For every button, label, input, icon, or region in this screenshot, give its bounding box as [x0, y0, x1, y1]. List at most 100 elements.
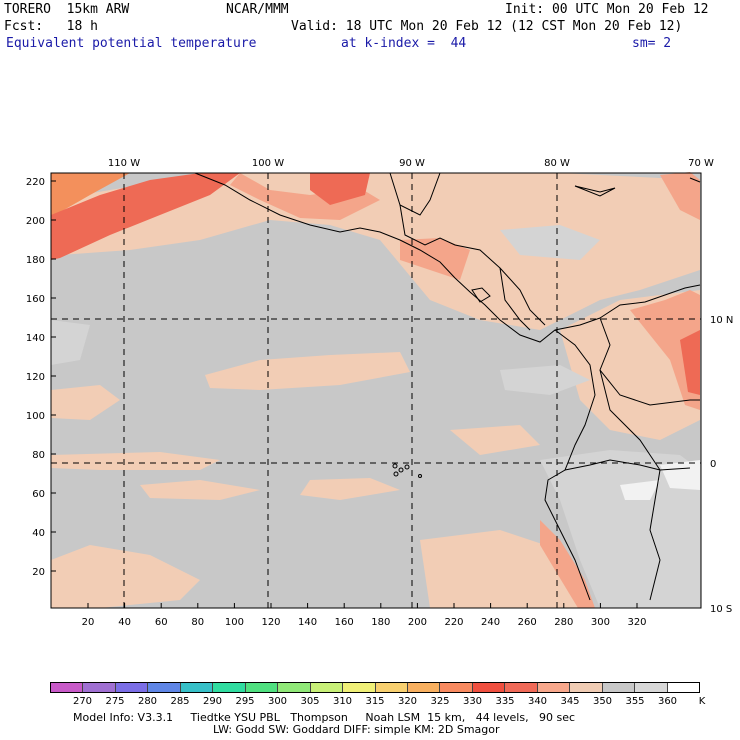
bottom-tick-label: 40 — [118, 617, 131, 628]
colorbar-swatch — [115, 683, 149, 692]
bottom-tick-label: 100 — [225, 617, 244, 628]
cool-patch — [540, 450, 700, 608]
colorbar-label: 315 — [365, 696, 385, 707]
top-lon-label: 110 W — [108, 158, 140, 169]
warm-patch — [140, 480, 260, 500]
coastline-caribbean-south — [499, 267, 546, 326]
graticule — [51, 173, 701, 608]
border-central-america — [399, 204, 531, 331]
colorbar-swatch — [407, 683, 441, 692]
colorbar-label: 270 — [72, 696, 93, 707]
bottom-tick-label: 240 — [481, 617, 500, 628]
colorbar-swatch — [245, 683, 279, 692]
colorbar-label: 360 — [657, 696, 678, 707]
lake-nicaragua — [471, 287, 491, 303]
top-lon-label: 90 W — [399, 158, 425, 169]
galapagos-island — [418, 474, 422, 478]
left-axis: 220 200 180 160 140 120 100 80 60 40 20 — [26, 177, 56, 578]
bottom-tick-label: 280 — [554, 617, 573, 628]
model-info-line2: LW: Godd SW: Goddard DIFF: simple KM: 2D… — [213, 723, 500, 736]
top-lon-label: 100 W — [252, 158, 284, 169]
warm-patch — [51, 545, 200, 608]
bottom-tick-label: 80 — [191, 617, 204, 628]
coastline-caribbean-island — [689, 177, 701, 183]
hot-patch — [310, 173, 370, 205]
colorbar-swatch — [310, 683, 344, 692]
colorbar-swatch — [537, 683, 571, 692]
colorbar-label: 350 — [592, 696, 613, 707]
colorbar-label: 345 — [560, 696, 580, 707]
hot-patch — [630, 290, 700, 410]
colorbar-label: 340 — [527, 696, 548, 707]
colorbar-swatch — [375, 683, 408, 692]
white-patch — [660, 460, 700, 490]
cool-patch — [500, 365, 590, 395]
colorbar-swatch — [278, 683, 311, 692]
colorbar-label: 295 — [235, 696, 255, 707]
left-tick-label: 220 — [26, 177, 45, 188]
right-lat-label: 0 — [710, 459, 716, 470]
colorbar-label: 330 — [462, 696, 483, 707]
right-latitude-labels: 10 N 0 10 S — [710, 315, 733, 615]
galapagos-island — [404, 464, 410, 470]
bottom-tick-label: 120 — [261, 617, 280, 628]
colorbar-swatch — [213, 683, 246, 692]
cool-patch — [500, 225, 600, 260]
colorbar-label: 280 — [137, 696, 158, 707]
colorbar-labels: 270 275 280 285 290 295 300 305 310 315 320 325 330 3… — [50, 696, 705, 708]
border-peru-brazil — [649, 469, 661, 601]
left-tick-label: 80 — [32, 450, 45, 461]
left-tick-label: 160 — [26, 294, 45, 305]
border-colombia — [599, 369, 661, 471]
colorbar-label: 305 — [300, 696, 320, 707]
warm-patch — [51, 385, 120, 420]
colorbar-swatch — [472, 683, 506, 692]
cool-patch — [51, 320, 90, 365]
colorbar-swatch — [83, 683, 116, 692]
galapagos-island — [393, 471, 399, 477]
bottom-tick-label: 320 — [627, 617, 646, 628]
border-south-america — [599, 317, 700, 406]
colorbar-label: 325 — [430, 696, 450, 707]
field-warm-patches — [51, 173, 700, 608]
colorbar-swatch — [505, 683, 538, 692]
coastline-greater-antilles — [574, 185, 616, 197]
bottom-tick-label: 220 — [444, 617, 463, 628]
field-cool-patches — [51, 225, 700, 608]
colorbar-label: 355 — [625, 696, 645, 707]
left-tick-label: 200 — [26, 216, 45, 227]
coastline-yucatan-caribbean — [389, 172, 441, 216]
colorbar-swatch — [51, 683, 84, 692]
bottom-tick-label: 200 — [408, 617, 427, 628]
map-panel: 220 200 180 160 140 120 100 80 60 40 20 20 40 60 80 10… — [26, 158, 733, 628]
galapagos-island — [398, 467, 404, 473]
colorbar-swatch — [343, 683, 376, 692]
coastlines — [194, 172, 701, 601]
valid-time: Valid: 18 UTC Mon 20 Feb 12 (12 CST Mon … — [291, 19, 683, 34]
top-lon-label: 70 W — [688, 158, 714, 169]
colorbar-swatch — [440, 683, 473, 692]
bottom-axis: 20 40 60 80 100 120 140 160 180 200 220 240 260 280 30… — [82, 603, 647, 628]
top-lon-label: 80 W — [544, 158, 570, 169]
colorbar-swatch — [635, 683, 668, 692]
white-patch — [620, 480, 660, 500]
warm-patch — [51, 452, 220, 470]
warm-patch — [205, 352, 410, 390]
coastline-venezuela — [599, 284, 701, 319]
left-tick-label: 40 — [32, 528, 45, 539]
bottom-tick-label: 60 — [155, 617, 168, 628]
orange-patch — [51, 173, 130, 215]
org-label: NCAR/MMM — [226, 2, 289, 17]
left-tick-label: 180 — [26, 255, 45, 266]
hot-patch — [680, 330, 700, 395]
hot-patch — [660, 172, 700, 220]
top-longitude-labels: 110 W 100 W 90 W 80 W 70 W — [108, 158, 714, 169]
field-hot-patches — [51, 172, 700, 608]
left-tick-label: 100 — [26, 411, 45, 422]
smoothing-label: sm= 2 — [632, 36, 672, 51]
forecast-hour: Fcst: 18 h — [4, 19, 98, 34]
colorbar-swatch — [667, 683, 700, 692]
right-lat-label: 10 S — [710, 604, 732, 615]
map-field — [51, 172, 701, 608]
init-time: Init: 00 UTC Mon 20 Feb 12 — [505, 2, 709, 17]
